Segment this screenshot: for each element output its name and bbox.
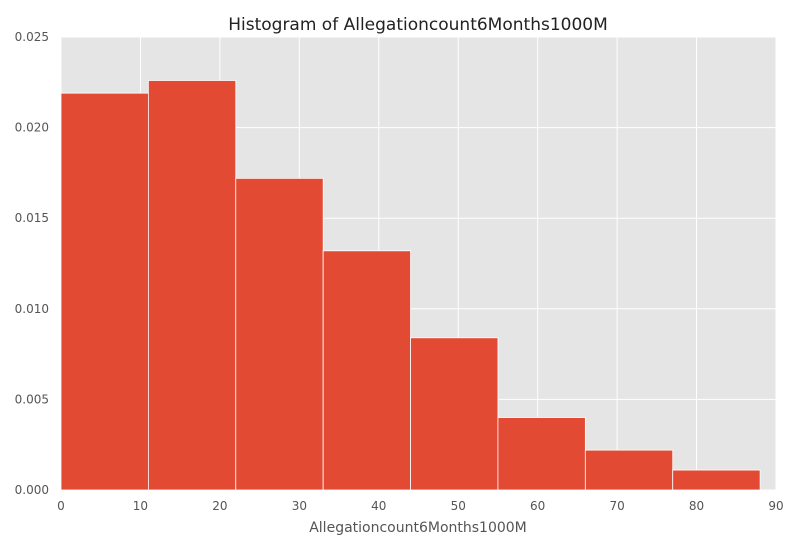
x-tick-label: 0 — [57, 499, 65, 513]
x-tick-label: 90 — [768, 499, 783, 513]
y-tick-label: 0.005 — [15, 392, 49, 406]
y-tick-labels: 0.000 0.005 0.010 0.015 0.020 0.025 — [15, 30, 49, 497]
x-tick-labels: 0 10 20 30 40 50 60 70 80 90 — [57, 499, 783, 513]
x-tick-label: 40 — [371, 499, 386, 513]
histogram-bar — [235, 177, 324, 491]
x-tick-label: 10 — [133, 499, 148, 513]
y-tick-label: 0.010 — [15, 302, 49, 316]
x-tick-label: 50 — [451, 499, 466, 513]
x-tick-label: 20 — [212, 499, 227, 513]
x-tick-label: 70 — [609, 499, 624, 513]
histogram-bar — [672, 469, 761, 491]
histogram-bar — [147, 80, 237, 491]
x-tick-label: 80 — [689, 499, 704, 513]
histogram-bar — [584, 449, 674, 491]
y-tick-label: 0.000 — [15, 483, 49, 497]
histogram-bar — [322, 250, 411, 491]
y-tick-label: 0.020 — [15, 121, 49, 135]
chart-title: Histogram of Allegationcount6Months1000M — [228, 15, 608, 35]
y-tick-label: 0.015 — [15, 211, 49, 225]
histogram-bar — [410, 337, 499, 491]
x-axis-label: Allegationcount6Months1000M — [309, 520, 527, 536]
x-tick-label: 30 — [292, 499, 307, 513]
histogram-bar — [497, 417, 586, 491]
bars — [60, 80, 761, 491]
histogram-bar — [60, 92, 149, 491]
y-tick-label: 0.025 — [15, 30, 49, 44]
x-tick-label: 60 — [530, 499, 545, 513]
